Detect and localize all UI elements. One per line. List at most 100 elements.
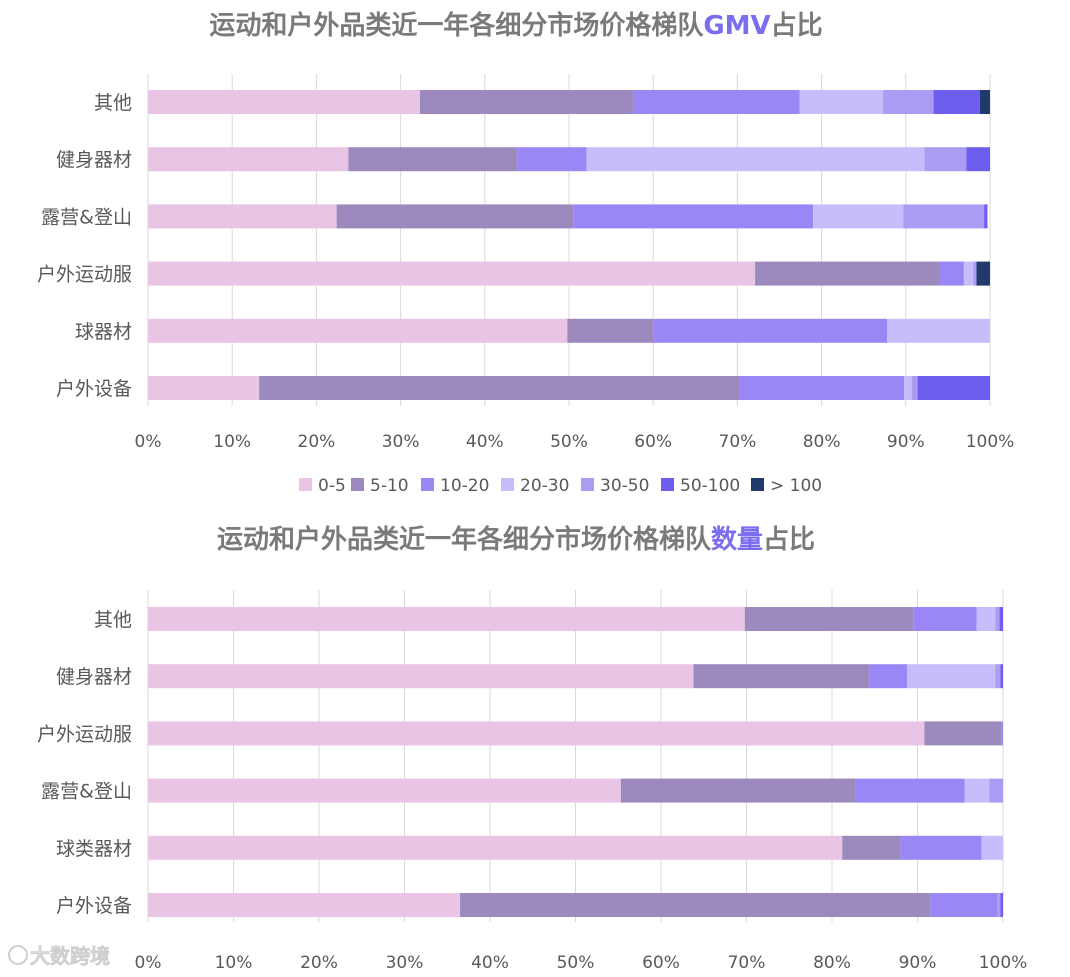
x-tick-label: 60% — [642, 953, 680, 973]
bar-segment — [567, 318, 654, 343]
x-tick-label: 30% — [386, 953, 424, 973]
x-tick-label: 90% — [887, 432, 925, 452]
legend-swatch — [751, 478, 764, 491]
bar-segment — [911, 376, 918, 400]
category-label: 健身器材 — [56, 666, 132, 688]
legend-swatch — [501, 478, 514, 491]
bar-segment — [148, 607, 745, 631]
category-label: 露营&登山 — [41, 781, 132, 803]
bar-segment — [924, 147, 967, 172]
x-tick-label: 70% — [728, 953, 766, 973]
chart-title: 运动和户外品类近一年各细分市场价格梯队数量占比 — [217, 524, 815, 555]
bar-segment — [887, 318, 990, 343]
bar-segment — [1001, 721, 1003, 746]
bar-segment — [869, 664, 908, 689]
x-tick-label: 50% — [550, 432, 588, 452]
x-tick-label: 70% — [719, 432, 757, 452]
bar-segment — [907, 664, 996, 689]
bar-segment — [148, 893, 461, 917]
bar-segment — [259, 376, 740, 400]
watermark-logo-ring — [8, 945, 28, 965]
legend-label: 30-50 — [600, 476, 649, 496]
bar-segment — [744, 607, 914, 631]
chart-title: 运动和户外品类近一年各细分市场价格梯队GMV占比 — [209, 10, 822, 41]
legend-label: 20-30 — [520, 476, 569, 496]
bar-segment — [813, 204, 904, 229]
category-label: 户外运动服 — [37, 723, 132, 745]
bar-segment — [517, 147, 587, 172]
bar-segment — [148, 376, 260, 400]
x-tick-label: 100% — [979, 953, 1028, 973]
bar-segment — [973, 261, 977, 286]
bar-segment — [148, 261, 756, 286]
bar-segment — [653, 318, 888, 343]
category-label: 户外设备 — [56, 378, 132, 400]
bar-segment — [964, 778, 990, 803]
x-tick-label: 100% — [966, 432, 1015, 452]
bar-segment — [963, 261, 974, 286]
bar-segment — [620, 778, 856, 803]
legend-label: 5-10 — [370, 476, 409, 496]
bar-segment — [855, 778, 965, 803]
bar-segment — [933, 90, 980, 114]
bar-segment — [999, 607, 1003, 631]
bar-segment — [633, 90, 800, 114]
bar-segment — [930, 893, 998, 917]
bar-segment — [1000, 664, 1003, 689]
x-tick-label: 80% — [813, 953, 851, 973]
bar-segment — [419, 90, 634, 114]
category-label: 球类器材 — [56, 838, 132, 860]
bar-segment — [997, 893, 1001, 917]
bar-segment — [904, 376, 912, 400]
legend-label: 10-20 — [440, 476, 489, 496]
bar-segment — [883, 90, 934, 114]
x-tick-label: 0% — [135, 432, 162, 452]
x-tick-label: 20% — [300, 953, 338, 973]
x-tick-label: 90% — [899, 953, 937, 973]
bar-segment — [924, 721, 1002, 746]
x-tick-label: 20% — [298, 432, 336, 452]
bar-segment — [148, 778, 621, 803]
legend-swatch — [299, 478, 312, 491]
legend-swatch — [581, 478, 594, 491]
bar-segment — [995, 607, 1000, 631]
bar-segment — [976, 607, 996, 631]
chart-2: 运动和户外品类近一年各细分市场价格梯队数量占比 0% 10% 20% 30% 40% 50%… — [37, 524, 1027, 973]
bar-segment — [966, 147, 990, 172]
bar-segment — [981, 835, 1003, 860]
bar-segment — [148, 318, 568, 343]
category-label: 其他 — [94, 609, 132, 631]
bar-segment — [348, 147, 518, 172]
bar-segment — [148, 90, 420, 114]
chart-title-highlight: 数量 — [711, 525, 763, 555]
category-label: 户外运动服 — [37, 264, 132, 286]
bar-segment — [148, 835, 843, 860]
bar-segment — [995, 664, 1001, 689]
chart-title-prefix: 运动和户外品类近一年各细分市场价格梯队 — [209, 10, 704, 41]
x-tick-label: 10% — [215, 953, 253, 973]
bar-segment — [989, 778, 1003, 803]
bar-segment — [693, 664, 870, 689]
watermark-logo-icon — [8, 945, 28, 965]
x-tick-label: 10% — [213, 432, 251, 452]
watermark-text: 大数跨境 — [30, 944, 110, 968]
legend-label: 50-100 — [680, 476, 740, 496]
chart-title-highlight: GMV — [703, 11, 770, 41]
bar-segment — [903, 204, 985, 229]
bar-segment — [984, 204, 988, 229]
category-label: 球器材 — [75, 321, 132, 343]
bar-segment — [739, 376, 905, 400]
x-tick-label: 50% — [557, 953, 595, 973]
bar-segment — [799, 90, 884, 114]
x-tick-label: 30% — [382, 432, 420, 452]
category-label: 户外设备 — [56, 895, 132, 917]
bar-segment — [842, 835, 901, 860]
category-label: 健身器材 — [56, 149, 132, 171]
legend-label: > 100 — [770, 476, 822, 496]
bar-segment — [586, 147, 925, 172]
chart-title-prefix: 运动和户外品类近一年各细分市场价格梯队 — [217, 524, 712, 555]
chart-1: 运动和户外品类近一年各细分市场价格梯队GMV占比 0% 10% 20% 30% 40% 50… — [37, 10, 1014, 496]
bar-segment — [979, 90, 990, 114]
bar-segment — [148, 147, 349, 172]
